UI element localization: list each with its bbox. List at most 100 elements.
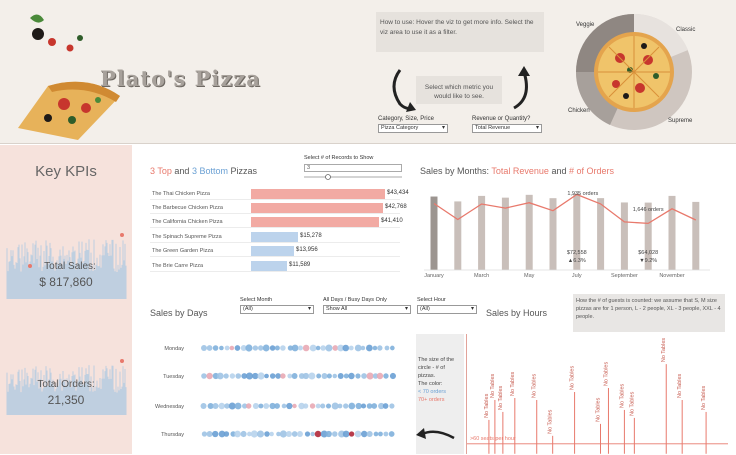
day-order-bubble[interactable] — [218, 402, 225, 410]
day-order-bubble[interactable] — [247, 431, 252, 437]
hour-filter-select[interactable]: (All) — [417, 305, 477, 314]
day-order-bubble[interactable] — [291, 344, 299, 352]
day-order-bubble[interactable] — [280, 373, 286, 379]
pizza-bar[interactable] — [251, 189, 385, 199]
day-order-bubble[interactable] — [384, 345, 390, 351]
day-order-bubble[interactable] — [224, 403, 230, 409]
day-order-bubble[interactable] — [332, 431, 338, 437]
day-order-bubble[interactable] — [281, 403, 287, 409]
day-order-bubble[interactable] — [337, 373, 344, 379]
day-order-bubble[interactable] — [229, 345, 235, 351]
day-order-bubble[interactable] — [337, 344, 345, 352]
day-order-bubble[interactable] — [302, 372, 310, 380]
day-order-bubble[interactable] — [201, 431, 208, 437]
day-order-bubble[interactable] — [258, 345, 264, 351]
day-order-bubble[interactable] — [373, 431, 379, 437]
months-combo-chart[interactable]: January March May July September November 1,93… — [420, 178, 720, 280]
day-order-bubble[interactable] — [360, 403, 367, 409]
pizza-bar[interactable] — [251, 232, 298, 242]
month-revenue-bar[interactable] — [597, 198, 605, 270]
day-order-bubble[interactable] — [390, 345, 395, 351]
day-order-bubble[interactable] — [372, 373, 379, 379]
day-order-bubble[interactable] — [360, 345, 366, 351]
day-order-bubble[interactable] — [223, 431, 230, 437]
month-revenue-bar[interactable] — [430, 196, 438, 270]
day-order-bubble[interactable] — [252, 345, 259, 351]
day-order-bubble[interactable] — [235, 373, 242, 379]
day-order-bubble[interactable] — [279, 430, 287, 438]
busy-days-select[interactable]: Show All — [323, 305, 411, 314]
day-order-bubble[interactable] — [320, 345, 326, 351]
day-order-bubble[interactable] — [303, 403, 309, 409]
day-order-bubble[interactable] — [332, 373, 337, 379]
category-pie-chart[interactable] — [560, 8, 720, 142]
day-order-bubble[interactable] — [314, 430, 322, 438]
day-order-bubble[interactable] — [325, 344, 333, 352]
day-order-bubble[interactable] — [292, 403, 297, 409]
day-order-bubble[interactable] — [321, 373, 328, 379]
day-order-bubble[interactable] — [316, 373, 322, 379]
pizza-bar-row[interactable]: The Brie Carre Pizza $11,589 — [150, 260, 400, 272]
day-order-bubble[interactable] — [325, 403, 332, 409]
day-order-bubble[interactable] — [263, 403, 270, 409]
day-order-bubble[interactable] — [342, 344, 350, 352]
day-order-bubble[interactable] — [201, 373, 207, 379]
day-order-bubble[interactable] — [240, 345, 247, 351]
day-order-bubble[interactable] — [389, 372, 397, 380]
day-order-bubble[interactable] — [250, 430, 258, 438]
total-orders-card[interactable]: Total Orders: 21,350 — [0, 305, 132, 455]
day-order-bubble[interactable] — [285, 431, 292, 437]
day-order-bubble[interactable] — [304, 431, 311, 437]
day-order-bubble[interactable] — [355, 373, 361, 379]
day-order-bubble[interactable] — [252, 402, 259, 410]
day-order-bubble[interactable] — [348, 431, 355, 437]
day-order-bubble[interactable] — [378, 431, 383, 437]
day-order-bubble[interactable] — [310, 431, 315, 437]
day-order-bubble[interactable] — [229, 373, 236, 379]
day-order-bubble[interactable] — [216, 372, 224, 380]
day-order-bubble[interactable] — [269, 402, 276, 410]
pizza-bar[interactable] — [251, 203, 383, 213]
day-order-bubble[interactable] — [388, 431, 395, 437]
day-order-bubble[interactable] — [361, 373, 367, 379]
day-order-bubble[interactable] — [234, 402, 242, 410]
day-order-bubble[interactable] — [245, 344, 253, 352]
day-order-bubble[interactable] — [269, 373, 276, 379]
day-order-bubble[interactable] — [241, 373, 248, 379]
pizza-bar-row[interactable]: The Green Garden Pizza $13,956 — [150, 245, 400, 257]
month-revenue-bar[interactable] — [478, 195, 486, 270]
category-filter-select[interactable]: Pizza Category — [378, 124, 448, 133]
day-order-bubble[interactable] — [262, 344, 270, 352]
day-order-bubble[interactable] — [269, 431, 274, 437]
day-order-bubble[interactable] — [309, 344, 317, 352]
day-order-bubble[interactable] — [276, 431, 281, 437]
pizza-bar[interactable] — [251, 246, 294, 256]
day-order-bubble[interactable] — [264, 431, 270, 437]
day-order-bubble[interactable] — [366, 372, 374, 380]
day-order-bubble[interactable] — [366, 344, 373, 352]
day-order-bubble[interactable] — [207, 402, 214, 410]
month-revenue-bar[interactable] — [668, 195, 676, 270]
day-order-bubble[interactable] — [275, 373, 281, 379]
day-order-bubble[interactable] — [218, 430, 226, 438]
day-order-bubble[interactable] — [252, 372, 259, 380]
day-order-bubble[interactable] — [212, 345, 219, 351]
day-order-bubble[interactable] — [325, 430, 332, 438]
day-order-bubble[interactable] — [287, 373, 293, 379]
day-order-bubble[interactable] — [274, 403, 280, 409]
day-order-bubble[interactable] — [360, 430, 368, 438]
day-order-bubble[interactable] — [355, 402, 362, 410]
days-bubble-chart[interactable]: Monday Tuesday Wednesday Thursday — [148, 330, 412, 454]
pizza-bar-row[interactable]: The Spinach Supreme Pizza $15,278 — [150, 231, 400, 243]
records-slider[interactable] — [304, 174, 402, 180]
day-order-bubble[interactable] — [200, 345, 207, 351]
pizza-bar-row[interactable]: The California Chicken Pizza $41,410 — [150, 216, 403, 228]
pizza-bar-row[interactable]: The Barbecue Chicken Pizza $42,768 — [150, 202, 407, 214]
day-order-bubble[interactable] — [297, 345, 303, 351]
day-order-bubble[interactable] — [343, 373, 349, 379]
month-revenue-bar[interactable] — [501, 197, 509, 270]
month-revenue-bar[interactable] — [620, 202, 628, 270]
orders-line[interactable] — [433, 193, 697, 225]
day-order-bubble[interactable] — [366, 430, 373, 438]
